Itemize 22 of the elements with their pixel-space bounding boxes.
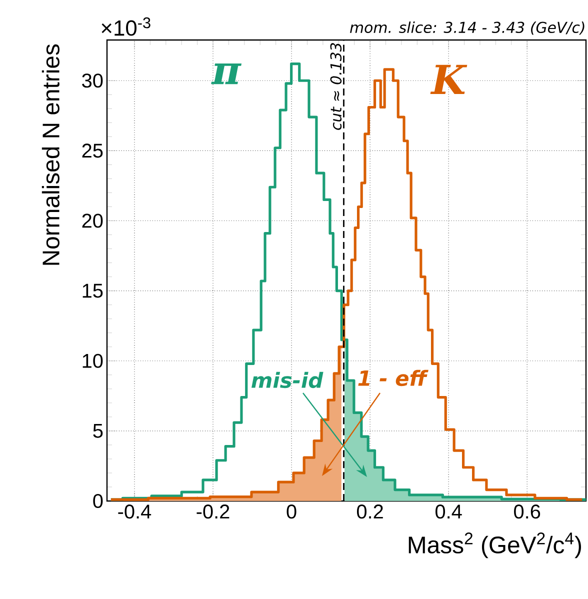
x-tick-label: -0.2 (196, 504, 230, 519)
ref-line-label: cut ≈ 0.133 (330, 43, 342, 130)
x-tick-label: 0.4 (436, 504, 462, 519)
y-tick-label: 10 (82, 354, 103, 368)
y-tick-label: 0 (93, 494, 103, 508)
y-tick-label: 30 (82, 74, 103, 88)
x-tick-label: 0 (286, 504, 296, 519)
x-tick-label: 0.6 (514, 504, 540, 519)
series-label: π (211, 63, 242, 84)
x-tick-label: 0.2 (356, 504, 383, 519)
chart-title: mom. slice: 3.14 - 3.43 (GeV/c) (350, 21, 584, 35)
y-axis-title: Normalised N entries (42, 44, 60, 265)
y-tick-label: 20 (82, 214, 103, 228)
annotation: mis-id (252, 372, 324, 388)
x-tick-label: -0.4 (118, 504, 152, 519)
y-tick-label: 5 (93, 424, 103, 438)
series-label: K (430, 64, 468, 94)
x-axis-title: Mass$^{2}$ (GeV$^{2}$/c$^{4}$) (408, 532, 581, 558)
y-tick-label: 15 (82, 284, 103, 298)
annotation: 1 - eff (358, 370, 428, 386)
text: ×10$^{-3}$ (102, 17, 150, 36)
y-tick-label: 25 (82, 144, 103, 158)
